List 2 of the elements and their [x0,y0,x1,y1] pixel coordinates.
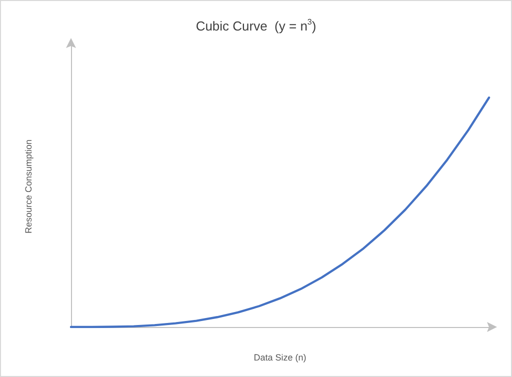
y-axis-title: Resource Consumption [24,139,34,234]
x-axis-title: Data Size (n) [254,352,306,362]
